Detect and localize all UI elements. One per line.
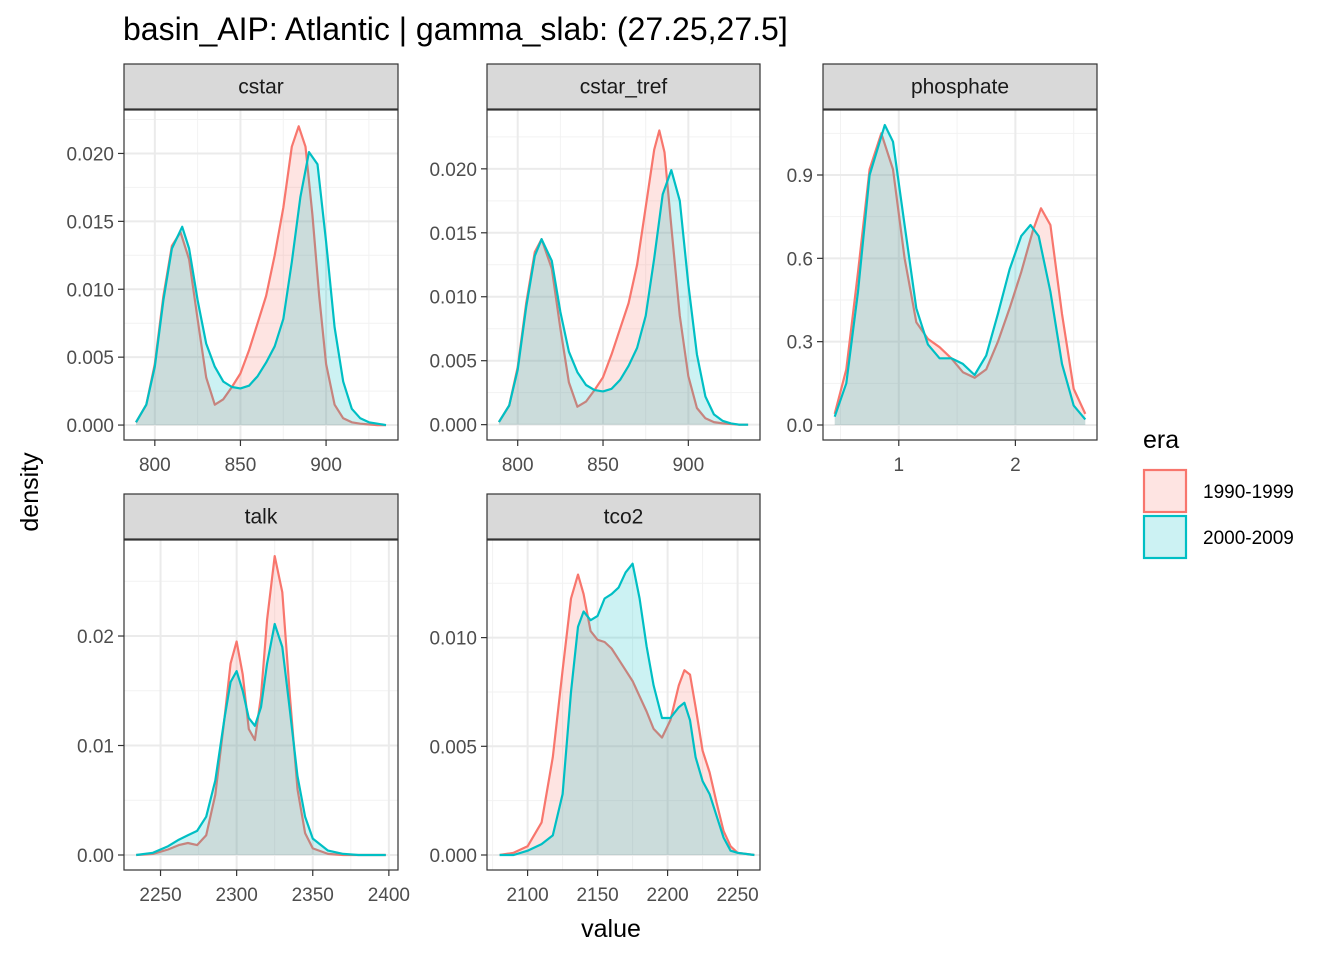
panel-tco2: tco2 2100 2150 2200 2250 0.000 0.005 0.010 [429, 493, 761, 906]
density-line-2000-2009 [497, 169, 749, 426]
y-tick-label: 0.005 [429, 737, 477, 758]
panel-background [487, 540, 760, 870]
density-area-2000-2009 [834, 125, 1086, 425]
y-tick-label: 0.000 [429, 846, 477, 867]
y-tick-label: 0.0 [787, 416, 813, 437]
y-tick-label: 0.010 [66, 280, 114, 301]
strip-label: talk [245, 506, 278, 529]
x-tick-label: 2350 [292, 885, 334, 906]
strip-label: tco2 [604, 506, 644, 529]
legend: era 1990-1999 2000-2009 [1142, 426, 1294, 560]
strip-background [123, 493, 399, 540]
density-area-1990-1999 [498, 130, 749, 425]
y-tick-label: 0.6 [787, 249, 813, 270]
density-line-1990-1999 [833, 132, 1087, 415]
panel-talk: talk 2250 2300 2350 2400 0.00 0.01 0.02 [77, 493, 410, 906]
density-area-1990-1999 [136, 126, 386, 426]
y-tick-label: 0.020 [66, 144, 114, 165]
density-line-2000-2009 [135, 151, 387, 427]
panel-phosphate: phosphate 1 2 0.0 0.3 0.6 0.9 [787, 63, 1098, 476]
panel-border [486, 109, 761, 441]
y-tick-label: 0.01 [77, 737, 114, 758]
density-line-2000-2009 [833, 123, 1087, 421]
y-axis-title: density [16, 452, 44, 532]
strip-label: phosphate [911, 76, 1009, 99]
x-tick-label: 2 [1010, 455, 1021, 476]
x-tick-label: 800 [502, 455, 534, 476]
density-area-2000-2009 [498, 170, 749, 425]
legend-key-1990-1999 [1142, 468, 1188, 514]
x-tick-label: 850 [225, 455, 257, 476]
panel-cstar-tref: cstar_tref 800 850 900 0.000 0.005 0.010 0.015 0… [429, 63, 761, 476]
strip-label: cstar_tref [580, 76, 668, 99]
x-tick-label: 900 [310, 455, 342, 476]
panel-background [823, 110, 1097, 440]
x-tick-label: 850 [587, 455, 619, 476]
y-tick-label: 0.02 [77, 627, 114, 648]
y-tick-label: 0.3 [787, 333, 813, 354]
density-line-1990-1999 [136, 555, 386, 857]
y-tick-label: 0.000 [429, 416, 477, 437]
strip-background [123, 63, 399, 110]
y-tick-label: 0.020 [429, 160, 477, 181]
panel-border [123, 539, 399, 871]
y-tick-label: 0.005 [66, 348, 114, 369]
density-line-2000-2009 [136, 622, 386, 857]
strip-background [486, 63, 761, 110]
strip-background [822, 63, 1098, 110]
x-tick-label: 2100 [506, 885, 548, 906]
chart-title: basin_AIP: Atlantic | gamma_slab: (27.25… [123, 11, 788, 47]
legend-title: era [1143, 426, 1179, 454]
x-tick-label: 2400 [368, 885, 410, 906]
x-tick-label: 800 [139, 455, 171, 476]
density-area-2000-2009 [136, 624, 386, 855]
panel-border [822, 109, 1098, 441]
y-tick-label: 0.00 [77, 846, 114, 867]
y-tick-label: 0.010 [429, 288, 477, 309]
x-tick-label: 900 [672, 455, 704, 476]
strip-background [486, 493, 761, 540]
y-tick-label: 0.010 [429, 629, 477, 650]
x-tick-label: 2200 [646, 885, 688, 906]
legend-label: 2000-2009 [1203, 528, 1294, 549]
y-tick-label: 0.005 [429, 352, 477, 373]
legend-key-2000-2009 [1142, 514, 1188, 560]
y-tick-label: 0.000 [66, 416, 114, 437]
x-tick-label: 1 [893, 455, 904, 476]
x-tick-label: 2300 [216, 885, 258, 906]
panel-border [486, 539, 761, 871]
y-tick-label: 0.015 [429, 224, 477, 245]
y-tick-label: 0.015 [66, 212, 114, 233]
density-line-1990-1999 [499, 573, 755, 857]
density-area-2000-2009 [499, 563, 755, 855]
panel-cstar: cstar 800 850 900 0.000 0.005 0.010 0.015 0.020 [66, 63, 399, 476]
density-line-2000-2009 [499, 562, 755, 857]
x-axis-title: value [581, 915, 641, 943]
x-tick-label: 2250 [139, 885, 181, 906]
x-tick-label: 2250 [716, 885, 758, 906]
panel-border [123, 109, 399, 441]
y-tick-label: 0.9 [787, 166, 813, 187]
strip-label: cstar [238, 76, 284, 99]
legend-label: 1990-1999 [1203, 482, 1294, 503]
x-tick-label: 2150 [576, 885, 618, 906]
panel-background [124, 110, 398, 440]
